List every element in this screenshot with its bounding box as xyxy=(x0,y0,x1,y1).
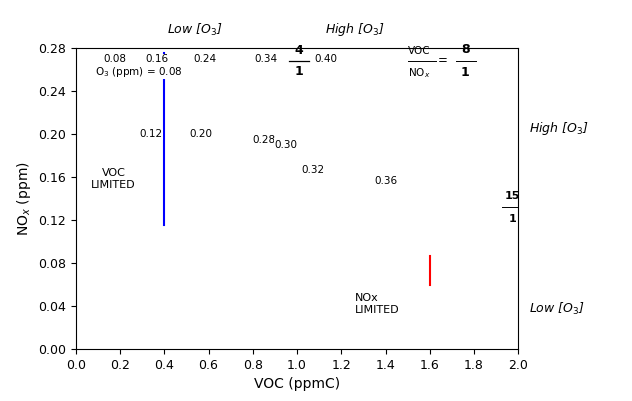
Text: Low [O$_3$]: Low [O$_3$] xyxy=(529,301,585,317)
Text: NO$_x$: NO$_x$ xyxy=(408,67,430,80)
Text: 8: 8 xyxy=(461,43,470,56)
Text: NOx
LIMITED: NOx LIMITED xyxy=(355,293,399,314)
Text: 0.32: 0.32 xyxy=(301,165,324,175)
Text: 1: 1 xyxy=(295,65,303,78)
Text: 1: 1 xyxy=(461,67,470,79)
Text: 0.36: 0.36 xyxy=(374,176,397,186)
X-axis label: VOC (ppmC): VOC (ppmC) xyxy=(254,377,340,391)
Text: 0.40: 0.40 xyxy=(314,54,337,64)
Text: 4: 4 xyxy=(295,44,303,57)
Text: High [O$_3$]: High [O$_3$] xyxy=(325,20,384,38)
Text: VOC: VOC xyxy=(408,46,430,56)
Text: O$_3$ (ppm) = 0.08: O$_3$ (ppm) = 0.08 xyxy=(95,65,182,79)
Text: High [O$_3$]: High [O$_3$] xyxy=(529,120,589,137)
Text: 0.34: 0.34 xyxy=(255,54,277,64)
Text: =: = xyxy=(438,55,448,67)
Text: 0.20: 0.20 xyxy=(190,130,212,140)
Text: 1: 1 xyxy=(509,213,516,223)
Text: 0.12: 0.12 xyxy=(140,130,162,140)
Text: Low [O$_3$]: Low [O$_3$] xyxy=(167,22,223,38)
Text: 0.30: 0.30 xyxy=(274,140,298,150)
Y-axis label: NO$_x$ (ppm): NO$_x$ (ppm) xyxy=(15,161,33,236)
Text: 0.28: 0.28 xyxy=(252,135,276,145)
Text: 15: 15 xyxy=(505,190,520,200)
Text: 0.16: 0.16 xyxy=(145,54,168,64)
Text: VOC
LIMITED: VOC LIMITED xyxy=(91,168,136,190)
Text: 0.24: 0.24 xyxy=(193,54,217,64)
Text: 0.08: 0.08 xyxy=(103,54,126,64)
